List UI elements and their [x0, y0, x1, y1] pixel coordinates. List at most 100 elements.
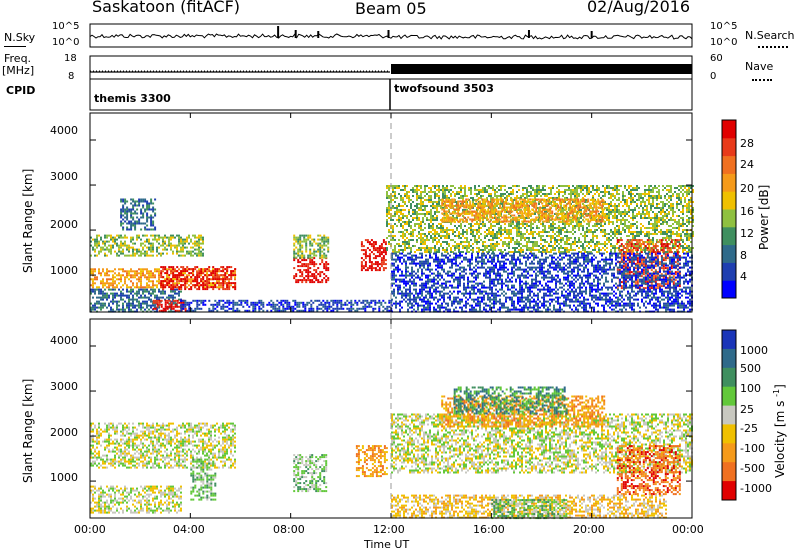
- heatmap-cell: [522, 189, 524, 191]
- heatmap-cell: [538, 219, 540, 221]
- heatmap-cell: [140, 306, 142, 309]
- heatmap-cell: [200, 234, 202, 237]
- heatmap-cell: [186, 240, 188, 243]
- heatmap-cell: [118, 272, 120, 275]
- heatmap-cell: [546, 199, 548, 201]
- heatmap-cell: [502, 193, 504, 195]
- heatmap-cell: [182, 246, 184, 249]
- heatmap-cell: [646, 235, 648, 237]
- heatmap-cell: [134, 224, 137, 227]
- heatmap-cell: [582, 227, 584, 229]
- heatmap-cell: [184, 276, 186, 279]
- heatmap-cell: [190, 252, 192, 255]
- heatmap-cell: [134, 286, 136, 289]
- heatmap-cell: [420, 201, 422, 203]
- heatmap-cell: [465, 220, 468, 223]
- heatmap-cell: [442, 193, 444, 195]
- heatmap-cell: [618, 197, 620, 199]
- heatmap-cell: [688, 217, 690, 219]
- heatmap-cell: [430, 213, 432, 215]
- heatmap-cell: [488, 193, 490, 195]
- heatmap-cell: [456, 207, 458, 209]
- heatmap-cell: [370, 239, 373, 242]
- heatmap-cell: [492, 185, 494, 187]
- heatmap-cell: [620, 245, 622, 247]
- heatmap-cell: [528, 233, 530, 235]
- heatmap-cell: [474, 203, 476, 205]
- heatmap-cell: [558, 193, 560, 195]
- heatmap-cell: [94, 308, 96, 311]
- heatmap-cell: [434, 239, 436, 241]
- heatmap-cell: [472, 231, 474, 233]
- heatmap-cell: [492, 221, 494, 223]
- heatmap-cell: [514, 247, 516, 249]
- heatmap-cell: [404, 245, 406, 247]
- heatmap-cell: [566, 239, 568, 241]
- heatmap-cell: [558, 251, 560, 253]
- heatmap-cell: [444, 251, 446, 253]
- heatmap-cell: [162, 280, 165, 283]
- heatmap-cell: [321, 279, 324, 282]
- heatmap-cell: [150, 306, 152, 309]
- heatmap-cell: [402, 221, 404, 223]
- heatmap-cell: [168, 302, 170, 305]
- heatmap-cell: [492, 197, 494, 199]
- heatmap-cell: [384, 251, 387, 254]
- heatmap-cell: [176, 244, 178, 247]
- heatmap-cell: [478, 229, 480, 231]
- heatmap-cell: [562, 237, 564, 239]
- heatmap-cell: [688, 219, 690, 221]
- heatmap-cell: [313, 275, 316, 278]
- heatmap-cell: [582, 249, 584, 251]
- heatmap-cell: [398, 185, 400, 187]
- heatmap-cell: [530, 229, 532, 231]
- heatmap-cell: [668, 195, 670, 197]
- heatmap-cell: [148, 296, 150, 299]
- heatmap-cell: [453, 220, 456, 223]
- heatmap-cell: [464, 247, 466, 249]
- heatmap-cell: [321, 246, 324, 249]
- heatmap-cell: [392, 187, 394, 189]
- heatmap-cell: [502, 243, 504, 245]
- heatmap-cell: [598, 217, 600, 219]
- heatmap-cell: [478, 247, 480, 249]
- heatmap-cell: [152, 250, 154, 253]
- heatmap-cell: [313, 265, 316, 268]
- heatmap-cell: [680, 197, 682, 199]
- heatmap-cell: [394, 207, 396, 209]
- heatmap-cell: [640, 223, 642, 225]
- heatmap-cell: [664, 247, 666, 249]
- heatmap-cell: [618, 203, 620, 205]
- heatmap-cell: [670, 237, 672, 239]
- heatmap-cell: [172, 298, 174, 301]
- heatmap-cell: [462, 231, 464, 233]
- heatmap-cell: [293, 256, 296, 259]
- heatmap-cell: [392, 205, 394, 207]
- heatmap-cell: [496, 191, 498, 193]
- heatmap-cell: [126, 254, 128, 257]
- heatmap-cell: [453, 200, 456, 203]
- heatmap-cell: [672, 219, 674, 221]
- heatmap-cell: [370, 265, 373, 268]
- heatmap-cell: [560, 229, 562, 231]
- nsky-trace: [89, 26, 693, 40]
- heatmap-cell: [646, 193, 648, 195]
- heatmap-cell: [226, 284, 229, 287]
- heatmap-cell: [132, 306, 134, 309]
- heatmap-cell: [630, 209, 632, 211]
- heatmap-cell: [172, 268, 175, 271]
- heatmap-cell: [172, 276, 175, 279]
- heatmap-cell: [498, 227, 500, 229]
- heatmap-cell: [478, 231, 480, 233]
- heatmap-cell: [160, 286, 163, 289]
- heatmap-cell: [106, 286, 108, 289]
- heatmap-cell: [692, 211, 694, 213]
- heatmap-cell: [426, 205, 428, 207]
- heatmap-cell: [140, 216, 143, 219]
- heatmap-cell: [608, 233, 610, 235]
- heatmap-cell: [120, 222, 123, 225]
- heatmap-cell: [580, 191, 582, 193]
- heatmap-cell: [666, 233, 668, 235]
- heatmap-cell: [456, 193, 458, 195]
- heatmap-cell: [445, 218, 448, 221]
